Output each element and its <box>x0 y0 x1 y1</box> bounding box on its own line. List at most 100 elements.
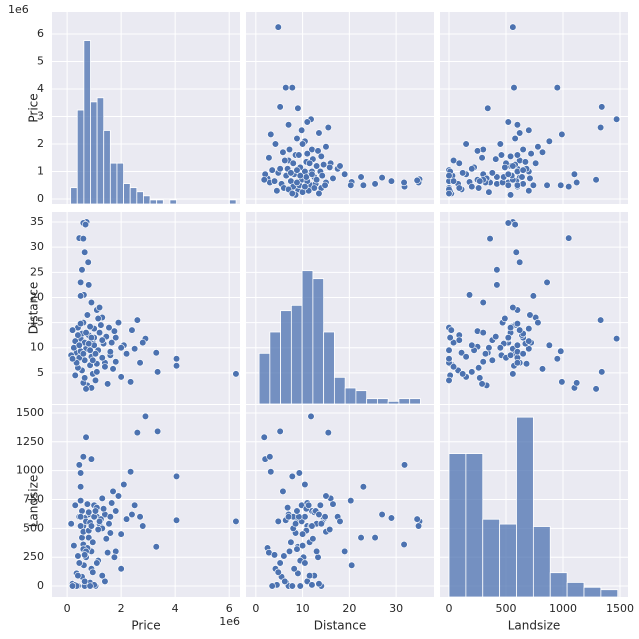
scatter-point <box>527 150 535 158</box>
panel-background <box>246 12 434 204</box>
histogram-bar <box>566 582 585 598</box>
scatter-point <box>512 248 520 256</box>
scatter-point <box>86 322 94 331</box>
scatter-point <box>519 350 527 358</box>
scatter-point <box>457 349 466 357</box>
scatter-point <box>445 355 453 363</box>
scatter-point <box>316 501 324 509</box>
scatter-point <box>449 156 458 165</box>
histogram-bar <box>109 162 118 205</box>
scatter-point <box>127 468 135 476</box>
scatter-point <box>513 319 522 328</box>
y-axis-label: Price <box>27 93 41 122</box>
scatter-point <box>324 123 332 132</box>
scatter-point <box>558 378 566 386</box>
scatter-point <box>276 427 284 436</box>
histogram-bar <box>70 187 78 205</box>
scatter-point <box>493 266 501 274</box>
scatter-point <box>545 137 553 145</box>
histogram-bar <box>532 526 551 598</box>
scatter-point <box>82 433 90 441</box>
scatter-point <box>525 337 533 345</box>
scatter-point <box>117 373 125 381</box>
scatter-point <box>468 368 476 376</box>
scatter-point <box>81 374 89 382</box>
scatter-point <box>545 341 553 349</box>
histogram-bar <box>136 191 144 205</box>
scatter-point <box>154 368 162 376</box>
scatter-point <box>98 336 106 344</box>
histogram-bar <box>149 199 158 205</box>
scatter-point <box>510 84 518 92</box>
scatter-point <box>293 134 301 143</box>
scatter-point <box>557 347 565 355</box>
histogram-bar <box>312 278 325 405</box>
scatter-point <box>91 376 100 384</box>
scatter-point <box>509 162 517 170</box>
scatter-point <box>284 513 293 521</box>
scatter-point <box>74 572 82 580</box>
histogram-bar <box>355 390 368 405</box>
scatter-point <box>104 380 112 388</box>
scatter-point <box>597 316 605 324</box>
scatter-point <box>268 166 276 174</box>
scatter-point <box>101 577 109 586</box>
scatter-point <box>598 368 606 376</box>
scatter-point <box>87 455 96 463</box>
histogram-bar <box>96 97 105 205</box>
scatter-point <box>270 177 279 185</box>
scatter-point <box>152 543 160 551</box>
scatter-point <box>266 453 274 461</box>
scatter-point <box>93 559 101 567</box>
y-tick-label: 35 <box>30 215 44 228</box>
scatter-point <box>516 129 524 137</box>
scatter-point <box>506 152 515 161</box>
scatter-point <box>75 461 83 469</box>
scatter-point <box>504 181 512 189</box>
scatter-point <box>274 23 282 31</box>
scatter-point <box>322 492 330 500</box>
scatter-point <box>232 370 240 378</box>
scatter-point <box>81 220 90 229</box>
scatter-point <box>109 365 117 373</box>
scatter-point <box>509 23 517 31</box>
scatter-point <box>74 552 82 560</box>
y-tick-label: 15 <box>30 316 44 329</box>
scatter-point <box>506 191 515 199</box>
x-tick-label: 6 <box>226 602 233 615</box>
scatter-point <box>298 126 306 134</box>
scatter-point <box>357 173 365 181</box>
scatter-point <box>476 177 484 185</box>
scatter-point <box>573 379 581 387</box>
y-tick-label: 1500 <box>16 406 44 419</box>
scatter-point <box>267 130 275 139</box>
scatter-point <box>509 303 517 312</box>
scatter-point <box>79 350 87 358</box>
scatter-point <box>68 582 77 590</box>
y-tick-label: 250 <box>23 550 44 563</box>
scatter-point <box>413 176 421 184</box>
scatter-point <box>295 469 303 477</box>
histogram-bar <box>323 331 335 405</box>
scatter-point <box>97 321 105 329</box>
scatter-point <box>488 356 496 364</box>
scatter-point <box>91 507 100 515</box>
scatter-point <box>336 517 344 526</box>
scatter-point <box>455 336 463 344</box>
scatter-point <box>85 533 93 542</box>
scatter-point <box>387 177 396 185</box>
scatter-point <box>519 166 527 174</box>
scatter-point <box>131 501 139 509</box>
histogram-bar <box>280 310 292 405</box>
histogram-bar <box>301 270 314 405</box>
scatter-point <box>77 497 85 505</box>
scatter-point <box>306 159 314 167</box>
y-tick-label: 30 <box>30 240 44 253</box>
histogram-bar <box>290 304 303 405</box>
scatter-point <box>506 324 515 332</box>
scatter-point <box>288 582 296 590</box>
x-tick-label: 10 <box>296 602 310 615</box>
scatter-point <box>104 548 112 557</box>
histogram-bar <box>83 40 91 205</box>
scatter-point <box>504 334 512 342</box>
